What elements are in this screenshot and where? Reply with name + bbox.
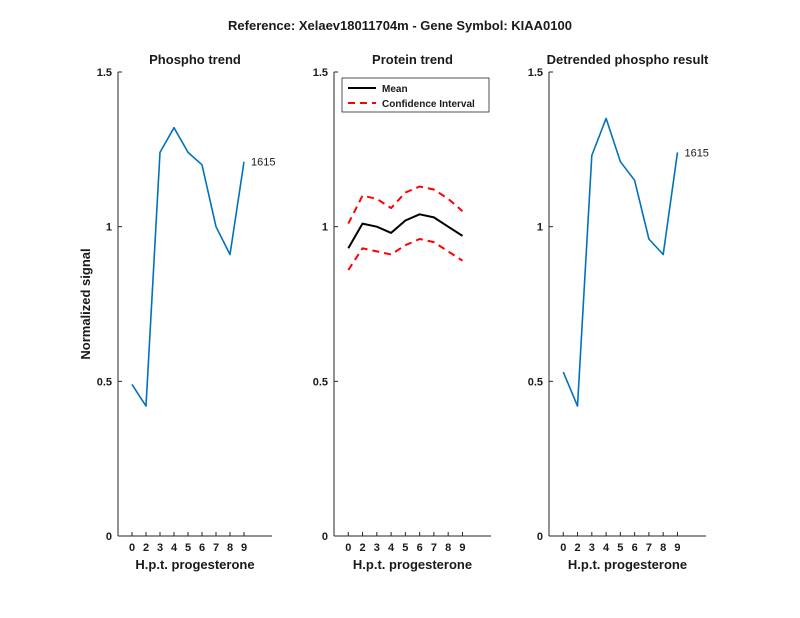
- x-tick-label: 9: [241, 542, 247, 554]
- x-tick-label: 3: [157, 542, 163, 554]
- y-tick-label: 1: [322, 222, 328, 234]
- y-tick-label: 1.5: [313, 67, 328, 79]
- x-tick-label: 8: [660, 542, 666, 554]
- x-tick-label: 6: [199, 542, 205, 554]
- y-tick-label: 0: [106, 531, 112, 543]
- x-tick-label: 4: [603, 542, 610, 554]
- y-axis-label: Normalized signal: [78, 248, 93, 359]
- y-tick-label: 0: [537, 531, 543, 543]
- point-annotation: 1615: [684, 147, 708, 159]
- y-tick-label: 0.5: [313, 376, 328, 388]
- panel-title: Phospho trend: [149, 52, 241, 67]
- x-tick-label: 5: [617, 542, 623, 554]
- panel-title: Protein trend: [372, 52, 453, 67]
- legend-entry-1: Mean: [382, 84, 408, 95]
- series-line-2: [347, 185, 464, 225]
- x-axis-label: H.p.t. progesterone: [135, 557, 254, 572]
- y-tick-label: 0: [322, 531, 328, 543]
- x-tick-label: 0: [129, 542, 135, 554]
- x-axis-label: H.p.t. progesterone: [353, 557, 472, 572]
- x-tick-label: 7: [213, 542, 219, 554]
- x-tick-label: 5: [402, 542, 408, 554]
- y-tick-label: 0.5: [528, 376, 543, 388]
- x-tick-label: 0: [345, 542, 351, 554]
- x-tick-label: 0: [560, 542, 566, 554]
- series-line-1: [347, 213, 464, 249]
- series-line-3: [347, 238, 464, 271]
- x-axis-label: H.p.t. progesterone: [568, 557, 687, 572]
- legend-entry-2: Confidence Interval: [382, 99, 475, 110]
- x-tick-label: 2: [574, 542, 580, 554]
- x-tick-label: 3: [589, 542, 595, 554]
- x-tick-label: 2: [143, 542, 149, 554]
- x-tick-label: 9: [459, 542, 465, 554]
- x-tick-label: 9: [674, 542, 680, 554]
- panel-title: Detrended phospho result: [547, 52, 709, 67]
- x-tick-label: 6: [417, 542, 423, 554]
- figure-title: Reference: Xelaev18011704m - Gene Symbol…: [228, 18, 572, 33]
- x-tick-label: 8: [227, 542, 233, 554]
- y-tick-label: 0.5: [97, 376, 112, 388]
- x-tick-label: 7: [646, 542, 652, 554]
- series-line-1: [562, 117, 679, 407]
- x-tick-label: 6: [632, 542, 638, 554]
- y-tick-label: 1: [106, 222, 112, 234]
- legend: Mean Confidence Interval: [341, 77, 490, 113]
- legend-box: [341, 77, 490, 113]
- x-tick-label: 7: [431, 542, 437, 554]
- y-tick-label: 1: [537, 222, 543, 234]
- x-tick-label: 3: [374, 542, 380, 554]
- x-tick-label: 4: [388, 542, 395, 554]
- x-tick-label: 4: [171, 542, 178, 554]
- y-tick-label: 1.5: [97, 67, 112, 79]
- point-annotation: 1615: [251, 157, 275, 169]
- x-tick-label: 2: [359, 542, 365, 554]
- y-tick-label: 1.5: [528, 67, 543, 79]
- series-line-1: [131, 126, 245, 407]
- x-tick-label: 5: [185, 542, 191, 554]
- x-tick-label: 8: [445, 542, 451, 554]
